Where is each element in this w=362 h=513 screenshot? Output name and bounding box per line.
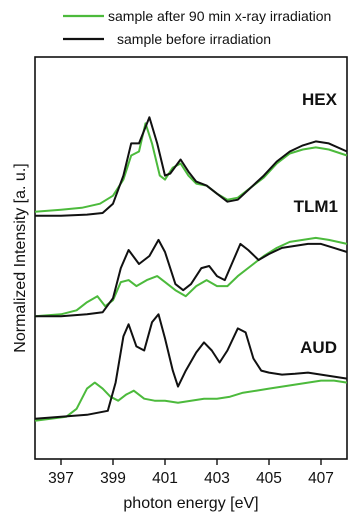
x-tick-label: 397 xyxy=(48,470,74,487)
legend-label-after: sample after 90 min x-ray irradiation xyxy=(108,8,331,24)
plot-frame xyxy=(34,56,348,460)
x-tick-label: 405 xyxy=(256,470,282,487)
panel-label-hex: HEX xyxy=(302,90,338,109)
y-axis-title: Normalized Intensity [a. u.] xyxy=(12,163,29,352)
legend-label-before: sample before irradiation xyxy=(117,31,271,47)
x-tick-label: 407 xyxy=(308,470,334,487)
series-line-aud-after xyxy=(34,379,348,422)
series-line-tlm1-after xyxy=(34,236,348,318)
series-line-hex-before xyxy=(35,116,348,217)
series-layer xyxy=(34,116,348,422)
x-tick-label: 399 xyxy=(100,470,126,487)
panel-label-aud: AUD xyxy=(300,338,337,357)
x-tick-label: 401 xyxy=(152,470,178,487)
x-tick-label: 403 xyxy=(204,470,230,487)
series-line-aud-before xyxy=(34,313,348,420)
x-axis-ticks: 397 399 401 403 405 407 xyxy=(48,459,334,487)
panel-label-tlm1: TLM1 xyxy=(294,197,338,216)
legend: sample after 90 min x-ray irradiation sa… xyxy=(63,8,331,47)
series-line-tlm1-before xyxy=(35,238,348,318)
x-axis-title: photon energy [eV] xyxy=(123,495,258,512)
